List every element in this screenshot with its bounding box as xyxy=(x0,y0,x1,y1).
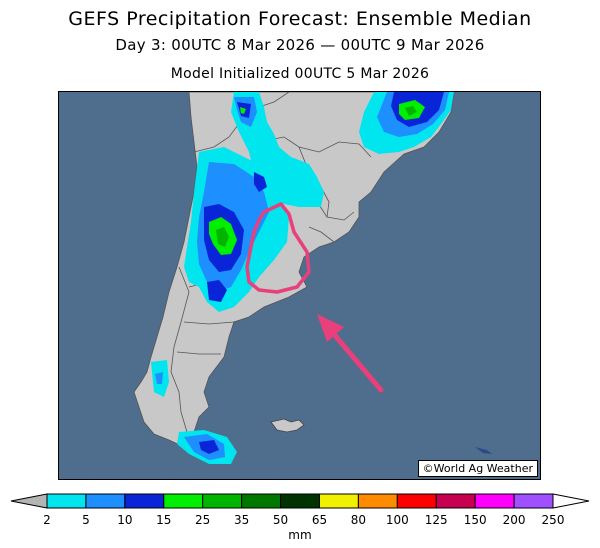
legend-tick-label: 15 xyxy=(156,513,171,527)
legend-swatch xyxy=(46,493,87,509)
legend-swatch xyxy=(396,493,437,509)
legend-tick-label: 80 xyxy=(351,513,366,527)
legend-swatch xyxy=(202,493,243,509)
legend-tick-label: 250 xyxy=(542,513,565,527)
land-south-georgia xyxy=(475,447,492,454)
legend-tick-label: 65 xyxy=(312,513,327,527)
legend-swatch xyxy=(124,493,165,509)
legend-tick-label: 25 xyxy=(195,513,210,527)
legend-tick-label: 150 xyxy=(464,513,487,527)
legend-swatch xyxy=(435,493,476,509)
legend-swatch xyxy=(280,493,320,509)
legend-swatch xyxy=(318,493,359,509)
color-legend: 2 5 10 15 25 35 50 65 80 100 125 150 200 250 xyxy=(10,493,590,527)
highlight-outline xyxy=(245,202,311,294)
legend-over-arrow xyxy=(552,493,590,509)
precip-shading xyxy=(151,92,454,464)
legend-tick-label: 10 xyxy=(117,513,132,527)
legend-tick-label: 200 xyxy=(503,513,526,527)
credit-label: ©World Ag Weather xyxy=(417,460,538,477)
legend-tick-label: 35 xyxy=(234,513,249,527)
legend-unit-label: mm xyxy=(288,528,312,542)
legend-swatch xyxy=(163,493,204,509)
legend-swatch xyxy=(241,493,282,509)
legend-tick-label: 125 xyxy=(425,513,448,527)
land-falkland-islands xyxy=(270,418,305,433)
model-init-time: Model Initialized 00UTC 5 Mar 2026 xyxy=(170,66,430,82)
highlight-arrow xyxy=(317,314,384,393)
legend-tick-label: 100 xyxy=(386,513,409,527)
legend-swatch xyxy=(513,493,554,509)
legend-tick-label: 50 xyxy=(273,513,288,527)
legend-tick-label: 2 xyxy=(43,513,51,527)
legend-swatch xyxy=(357,493,398,509)
map-canvas xyxy=(133,92,492,464)
map-title: GEFS Precipitation Forecast: Ensemble Me… xyxy=(68,8,532,30)
forecast-period: Day 3: 00UTC 8 Mar 2026 — 00UTC 9 Mar 20… xyxy=(115,36,485,54)
legend-swatch xyxy=(85,493,126,509)
legend-under-arrow xyxy=(10,493,48,509)
legend-tick-label: 5 xyxy=(82,513,90,527)
precipitation-map: ©World Ag Weather xyxy=(58,91,541,480)
legend-swatch xyxy=(474,493,515,509)
